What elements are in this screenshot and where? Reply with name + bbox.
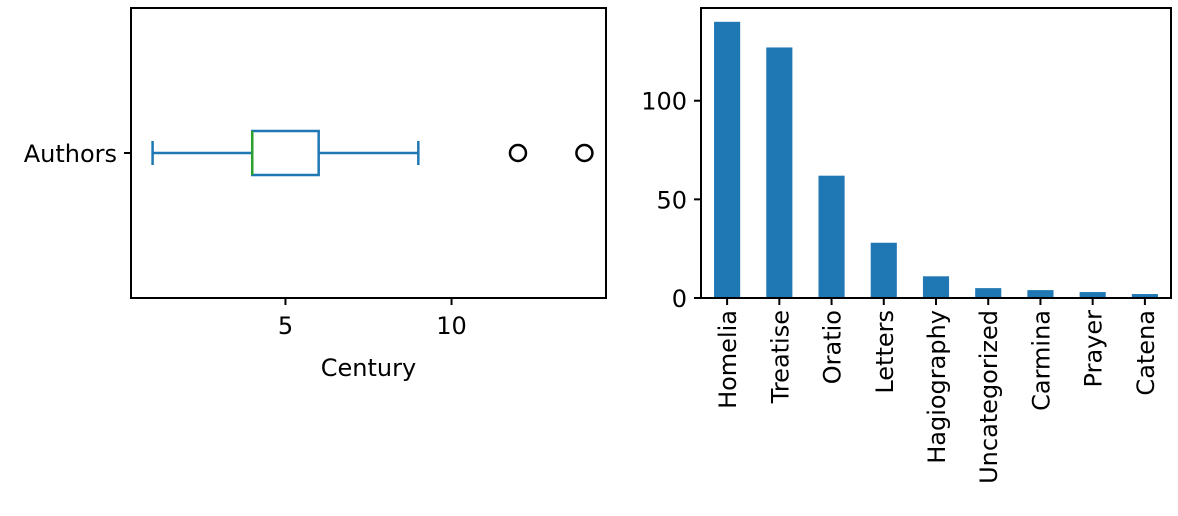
bar	[766, 47, 793, 299]
outlier-point	[508, 143, 528, 163]
y-tick-label: 50	[656, 186, 687, 214]
bar-chart-panel: 0 50 100 Homelia Treatise Oratio Letters Hagio…	[641, 7, 1172, 484]
bar	[1079, 292, 1106, 298]
bar	[714, 21, 741, 299]
interquartile-box	[250, 129, 320, 177]
category-label: Hagiography	[923, 310, 951, 464]
bar	[870, 242, 897, 298]
bar	[922, 276, 950, 298]
bar	[975, 288, 1002, 298]
boxplot-x-ticks: 5 10	[278, 298, 467, 340]
x-tick-label: 5	[278, 312, 293, 340]
category-label: Carmina	[1027, 310, 1055, 411]
bar	[818, 175, 845, 298]
category-label: Treatise	[766, 310, 794, 404]
bar	[1131, 294, 1158, 298]
y-tick-label: 100	[641, 88, 687, 116]
category-label: Letters	[871, 310, 899, 394]
bar-y-ticks: 0 50 100	[641, 88, 701, 313]
boxplot-y-ticks: Authors	[24, 140, 131, 168]
boxplot-category-label: Authors	[24, 140, 117, 168]
category-label: Oratio	[819, 310, 847, 384]
boxplot-marks	[151, 129, 594, 177]
boxplot-x-axis-label: Century	[321, 354, 416, 382]
y-tick-label: 0	[672, 285, 687, 313]
category-label: Catena	[1132, 310, 1160, 396]
x-tick-label: 10	[436, 312, 467, 340]
category-label: Uncategorized	[975, 310, 1003, 484]
outlier-point	[575, 143, 594, 163]
bar	[1027, 290, 1054, 298]
bar-marks	[714, 21, 1158, 299]
category-label: Homelia	[714, 310, 742, 409]
boxplot-panel: 5 10 Authors Century	[24, 7, 607, 382]
category-label: Prayer	[1080, 310, 1108, 388]
bar-x-ticks: Homelia Treatise Oratio Letters Hagiography U…	[714, 298, 1160, 484]
